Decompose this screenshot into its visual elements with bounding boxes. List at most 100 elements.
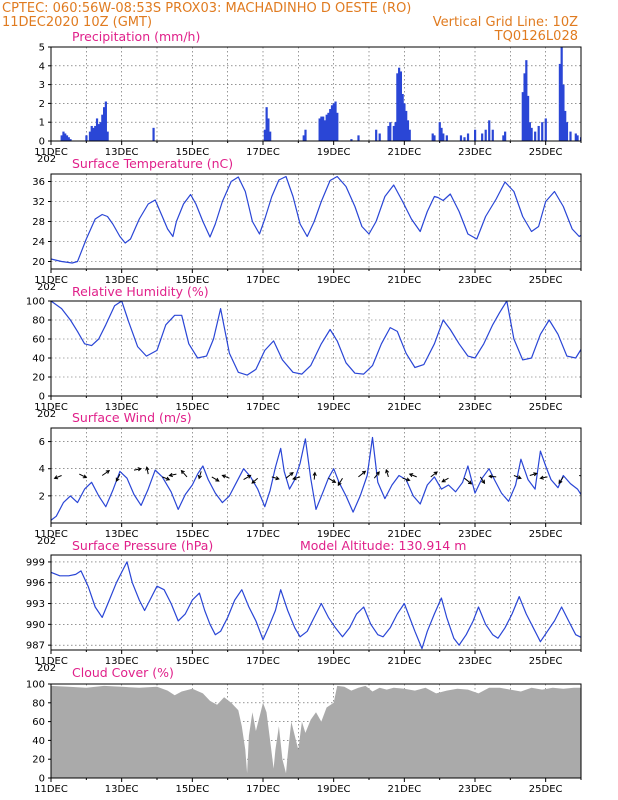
panel-1-bar-71	[527, 95, 530, 141]
panel-4-wind-arrow-13	[251, 477, 259, 484]
panel-6-frame	[50, 683, 582, 779]
panel-6-xtick-11dec: 11DEC	[34, 784, 68, 795]
panel-1-bar-14	[101, 114, 104, 141]
panel-2-xtick-25dec: 25DEC	[529, 275, 563, 286]
panel-1-bar-58	[459, 135, 463, 141]
panel-1-bar-13	[99, 122, 102, 141]
panel-4-wind-arrow-7	[168, 472, 177, 478]
panel-1-bar-89	[599, 113, 601, 141]
panel-4-ytick-2: 2	[39, 491, 45, 502]
panel-2: Surface Temperature (nC) 20 24 28 32 36 11DEC 1…	[32, 156, 582, 293]
panel-1-xtick-19dec: 19DEC	[317, 147, 351, 158]
panel-1-bar-72	[528, 122, 531, 141]
panel-4-ytick-4: 4	[39, 464, 45, 475]
panel-4-wind-arrow-25	[430, 471, 438, 478]
panel-4-wind-arrow-23	[402, 477, 411, 482]
panel-1-bar-78	[558, 63, 561, 141]
panel-1: Precipitation (mm/h) 0 1 2 3 4 5 11DEC 13DEC 15DE…	[34, 29, 601, 165]
panel-1-ytick-1: 1	[39, 118, 45, 129]
panel-4-wind-arrow-31	[529, 472, 538, 477]
panel-6-title: Cloud Cover (%)	[72, 665, 174, 680]
panel-1-xtick-25dec: 25DEC	[529, 147, 563, 158]
panel-3-ytick-0: 0	[39, 392, 45, 403]
panel-1-bar-85	[576, 135, 579, 141]
panel-3-xtick-15dec: 15DEC	[175, 402, 209, 413]
panel-1-bar-52	[431, 133, 434, 141]
panel-1-bar-36	[350, 139, 353, 141]
panel-1-bar-37	[357, 135, 360, 141]
panel-3-xtick-23dec: 23DEC	[458, 402, 492, 413]
panel-4-wind-arrow-33	[558, 476, 564, 485]
panel-1-bar-68	[521, 92, 524, 141]
panel-1-bar-35	[336, 112, 339, 141]
panel-4: Surface Wind (m/s) 2 4 6 11DEC 13DEC 15DEC 17DE…	[34, 410, 595, 547]
panel-1-bar-46	[399, 71, 402, 141]
panel-3-title: Relative Humidity (%)	[72, 284, 209, 299]
panel-5-ytick-999: 999	[26, 557, 45, 568]
panel-1-bar-45	[398, 67, 401, 141]
panel-6-ytick-0: 0	[39, 774, 45, 785]
panel-1-bar-55	[440, 127, 443, 141]
panel-3-plot-area	[51, 301, 581, 376]
header-vertical-grid: Vertical Grid Line: 10Z	[433, 15, 578, 30]
panel-5-ytick-990: 990	[26, 620, 45, 631]
panel-3: Relative Humidity (%) 0 20 40 60 80 100 11DEC 13…	[26, 284, 582, 420]
panel-5-frame	[50, 554, 582, 651]
panel-1-ytick-4: 4	[39, 61, 45, 72]
panel-3-xtick-21dec: 21DEC	[387, 402, 421, 413]
panel-4-wind-arrow-15	[285, 471, 294, 479]
panel-4-wind-arrow-22	[385, 468, 390, 478]
panel-4-ytick-6: 6	[39, 437, 45, 448]
panel-1-bar-51	[408, 129, 411, 141]
panel-1-bar-0	[60, 135, 63, 141]
panel-1-bar-87	[584, 132, 586, 141]
panel-3-ytick-80: 80	[32, 316, 45, 327]
panel-1-bar-77	[544, 118, 547, 141]
panel-5-xtick-25dec: 25DEC	[529, 656, 563, 667]
panel-4-wind-arrow-18	[328, 477, 337, 483]
panel-2-frame	[50, 173, 582, 270]
panel-5-xtick-17dec: 17DEC	[246, 656, 280, 667]
panel-3-ytick-40: 40	[32, 354, 45, 365]
panel-1-bar-23	[302, 135, 305, 141]
panel-4-frame	[50, 427, 582, 524]
panel-1-xtick-15dec: 15DEC	[175, 147, 209, 158]
panel-5-line	[51, 561, 581, 650]
panel-2-ytick-36: 36	[32, 177, 45, 188]
panel-5: Surface Pressure (hPa) Model Altitude: 13…	[26, 538, 582, 674]
panel-1-ytick-2: 2	[39, 99, 45, 110]
panel-1-bar-27	[322, 116, 325, 141]
panel-1-xtick-21dec: 21DEC	[387, 147, 421, 158]
panel-1-bar-48	[403, 103, 406, 141]
panel-4-xtick-15dec: 15DEC	[175, 529, 209, 540]
panel-4-wind-arrow-5	[145, 466, 150, 475]
panel-5-xtick-13dec: 13DEC	[105, 656, 139, 667]
panel-5-ytick-996: 996	[26, 578, 45, 589]
panel-2-title: Surface Temperature (nC)	[72, 156, 233, 171]
panel-1-plot-area	[60, 47, 601, 141]
panel-1-bar-81	[564, 110, 567, 141]
panel-4-wind-arrow-35	[588, 473, 595, 476]
panel-1-bar-28	[323, 120, 327, 141]
panel-3-ytick-100: 100	[26, 297, 45, 308]
panel-1-bar-7	[88, 131, 92, 141]
panel-1-bar-34	[334, 101, 337, 141]
panel-4-wind-arrow-8	[180, 469, 188, 478]
panel-5-ytick-987: 987	[26, 641, 45, 652]
panel-4-xtick-21dec: 21DEC	[387, 529, 421, 540]
panel-1-bar-66	[502, 135, 505, 141]
panel-5-xtick-15dec: 15DEC	[175, 656, 209, 667]
panel-6-ytick-100: 100	[26, 680, 45, 691]
panel-1-bar-53	[433, 135, 436, 141]
panel-1-frame	[50, 46, 582, 142]
panel-1-year-fragment: 202	[37, 154, 56, 165]
panel-4-year-fragment: 202	[37, 536, 56, 547]
panel-6-xtick-19dec: 19DEC	[317, 784, 351, 795]
panel-4-wind-arrow-10	[211, 476, 220, 482]
panels: Precipitation (mm/h) 0 1 2 3 4 5 11DEC 13DEC 15DE…	[26, 29, 601, 795]
panel-5-year-fragment: 202	[37, 663, 56, 674]
panel-3-ytick-60: 60	[32, 335, 45, 346]
panel-1-bar-24	[304, 129, 307, 141]
panel-6-xtick-13dec: 13DEC	[105, 784, 139, 795]
